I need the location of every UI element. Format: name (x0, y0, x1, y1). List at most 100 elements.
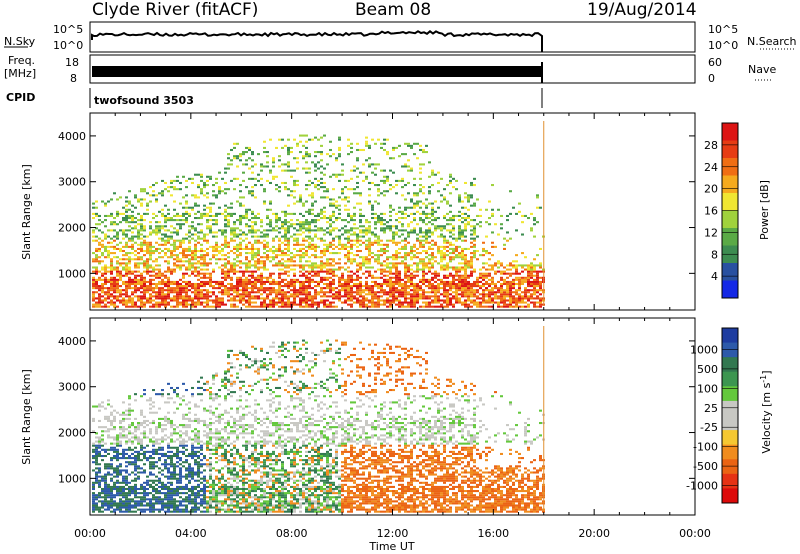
scatter-cell (176, 214, 179, 217)
scatter-cell (158, 227, 161, 230)
scatter-cell (137, 223, 140, 226)
scatter-cell (116, 481, 119, 484)
scatter-cell (431, 184, 434, 187)
scatter-cell (104, 494, 107, 497)
scatter-cell (485, 221, 488, 224)
scatter-cell (524, 287, 527, 290)
scatter-cell (377, 262, 380, 265)
scatter-cell (311, 266, 314, 269)
scatter-cell (302, 221, 305, 224)
scatter-cell (332, 221, 335, 224)
scatter-cell (491, 299, 494, 302)
y-tick-label: 1000 (58, 267, 86, 280)
scatter-cell (356, 239, 359, 242)
scatter-cell (188, 266, 191, 269)
scatter-cell (539, 289, 542, 292)
scatter-cell (329, 216, 332, 220)
scatter-cell (134, 206, 137, 209)
scatter-cell (485, 280, 488, 283)
scatter-cell (104, 417, 107, 420)
scatter-cell (425, 216, 428, 220)
scatter-cell (131, 463, 134, 466)
scatter-cell (383, 231, 386, 234)
scatter-cell (416, 301, 419, 304)
scatter-cell (134, 262, 137, 265)
scatter-cell (455, 278, 458, 281)
nave-tick-bottom: 0 (708, 72, 715, 85)
scatter-cell (539, 264, 542, 267)
scatter-cell (497, 303, 500, 306)
scatter-cell (116, 506, 119, 509)
scatter-cell (503, 301, 506, 304)
scatter-cell (401, 179, 404, 182)
scatter-cell (236, 245, 239, 248)
scatter-cell (476, 198, 479, 201)
scatter-cell (461, 229, 464, 232)
scatter-cell (425, 256, 428, 259)
scatter-cell (368, 188, 371, 191)
scatter-cell (455, 287, 458, 290)
scatter-cell (107, 235, 110, 238)
scatter-cell (473, 299, 476, 302)
scatter-cell (137, 235, 140, 238)
scatter-cell (272, 305, 275, 308)
scatter-cell (320, 239, 323, 242)
scatter-cell (302, 223, 305, 226)
scatter-cell (140, 190, 143, 193)
scatter-cell (452, 280, 455, 283)
scatter-cell (182, 219, 185, 222)
scatter-cell (410, 278, 413, 281)
scatter-cell (518, 278, 521, 281)
scatter-cell (341, 163, 344, 166)
scatter-cell (131, 305, 134, 308)
scatter-cell (182, 305, 185, 308)
scatter-cell (161, 190, 164, 193)
scatter-cell (194, 297, 197, 300)
scatter-cell (434, 260, 437, 263)
scatter-cell (329, 291, 332, 294)
scatter-cell (290, 280, 293, 283)
scatter-cell (389, 287, 392, 290)
scatter-cell (113, 282, 116, 286)
scatter-cell (329, 272, 332, 275)
scatter-cell (203, 181, 206, 185)
scatter-cell (182, 297, 185, 300)
scatter-cell (305, 260, 308, 263)
scatter-cell (167, 276, 170, 279)
scatter-cell (245, 287, 248, 290)
scatter-cell (215, 297, 218, 300)
scatter-cell (404, 165, 407, 168)
scatter-cell (515, 260, 518, 263)
scatter-cell (209, 206, 212, 209)
scatter-cell (290, 278, 293, 281)
scatter-cell (401, 165, 404, 168)
scatter-cell (185, 186, 188, 189)
scatter-cell (497, 266, 500, 269)
scatter-cell (446, 245, 449, 248)
scatter-cell (161, 256, 164, 259)
scatter-cell (395, 272, 398, 275)
scatter-cell (104, 287, 107, 290)
scatter-cell (248, 305, 251, 308)
scatter-cell (122, 282, 125, 286)
scatter-cell (473, 289, 476, 292)
nsearch-tick-top: 10^5 (708, 23, 738, 36)
scatter-cell (320, 262, 323, 265)
scatter-cell (344, 179, 347, 182)
scatter-cell (407, 291, 410, 294)
scatter-cell (239, 219, 242, 222)
scatter-cell (455, 295, 458, 298)
scatter-cell (122, 231, 125, 234)
scatter-cell (536, 301, 539, 304)
scatter-cell (329, 198, 332, 201)
scatter-cell (206, 239, 209, 242)
scatter-cell (374, 295, 377, 298)
scatter-cell (455, 293, 458, 296)
scatter-cell (191, 270, 194, 273)
scatter-cell (110, 419, 113, 422)
scatter-cell (329, 229, 332, 232)
scatter-cell (254, 301, 257, 304)
scatter-cell (509, 285, 512, 288)
scatter-cell (407, 274, 410, 277)
scatter-cell (491, 231, 494, 234)
